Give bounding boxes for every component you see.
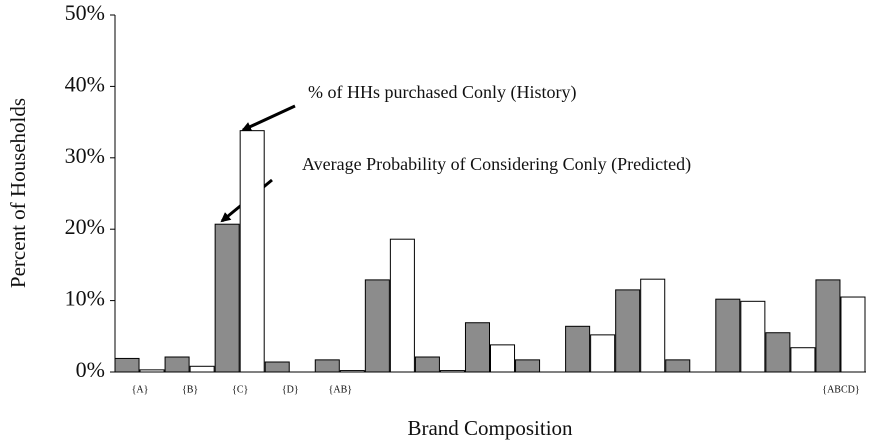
- annotation: % of HHs purchased Conly (History): [308, 82, 576, 103]
- bar: [164, 356, 190, 373]
- y-tick-label: 20%: [65, 214, 105, 239]
- y-tick-label: 30%: [65, 143, 105, 168]
- bar: [590, 334, 616, 373]
- bar: [665, 359, 691, 373]
- x-tick-label: {C}: [232, 384, 248, 395]
- bar: [189, 365, 215, 373]
- x-tick-label: {AB}: [329, 384, 353, 395]
- x-tick-label: {ABCD}: [822, 384, 859, 395]
- bar: [464, 322, 491, 373]
- bar: [264, 361, 290, 373]
- bar: [214, 223, 240, 373]
- y-tick-label: 0%: [76, 357, 105, 382]
- bar: [490, 344, 516, 373]
- bar: [239, 130, 265, 373]
- bar: [114, 357, 140, 373]
- y-tick-label: 40%: [65, 71, 105, 96]
- annotation-arrow: [241, 104, 296, 132]
- bar: [715, 298, 741, 373]
- bar: [790, 347, 816, 373]
- y-tick-label: 50%: [65, 0, 105, 25]
- bar: [740, 300, 766, 373]
- bar: [414, 356, 440, 373]
- bar: [565, 325, 591, 373]
- bar: [389, 238, 415, 373]
- bar: [515, 359, 541, 373]
- bar: [840, 296, 866, 373]
- bar: [815, 279, 841, 373]
- x-axis-label: Brand Composition: [407, 416, 573, 440]
- x-tick-label: {A}: [132, 384, 149, 395]
- bar: [314, 359, 340, 373]
- bar: [765, 332, 791, 373]
- y-tick-label: 10%: [65, 286, 105, 311]
- y-axis-label: Percent of Households: [6, 98, 30, 288]
- x-tick-label: {B}: [182, 384, 198, 395]
- x-tick-label: {D}: [282, 384, 299, 395]
- bar: [615, 289, 641, 373]
- bar: [640, 278, 666, 373]
- bar: [364, 279, 390, 373]
- annotation: Average Probability of Considering Conly…: [302, 154, 691, 175]
